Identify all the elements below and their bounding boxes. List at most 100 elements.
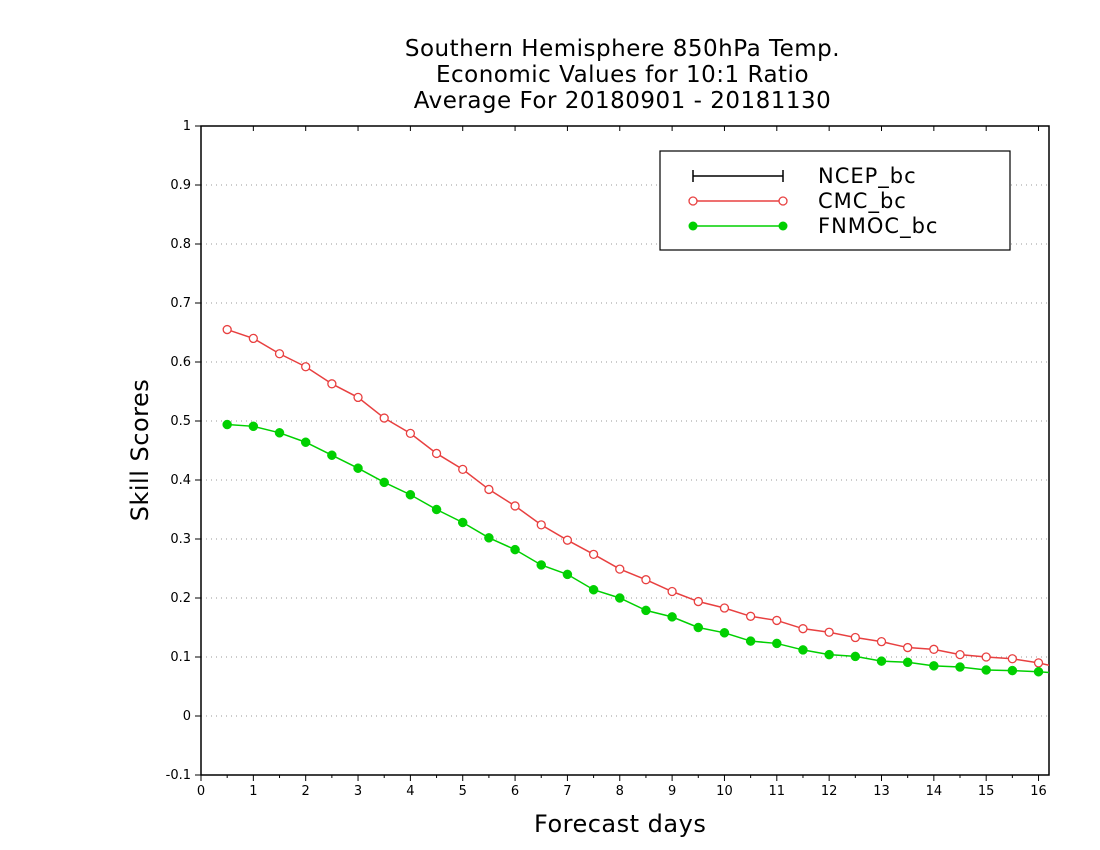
data-point	[405, 428, 416, 439]
x-tick-label: 8	[616, 784, 624, 799]
data-point	[876, 656, 887, 666]
y-tick-label: 0.9	[170, 178, 191, 193]
data-point	[562, 569, 573, 580]
data-point	[981, 665, 991, 675]
x-tick-label: 3	[354, 784, 362, 799]
data-point	[1033, 667, 1044, 677]
y-tick-label: 0.4	[170, 473, 191, 488]
x-tick-label: 0	[197, 784, 205, 799]
data-point	[536, 520, 546, 530]
y-tick-label: 0.2	[170, 591, 191, 606]
data-point	[850, 632, 860, 643]
plot-frame	[200, 125, 1050, 776]
data-point	[772, 638, 782, 649]
data-point	[902, 657, 913, 668]
legend-marker	[688, 196, 698, 206]
data-point	[615, 593, 625, 603]
x-tick-label: 7	[563, 784, 571, 799]
data-point	[745, 611, 756, 621]
grid-lines	[201, 184, 1049, 717]
y-axis-label: Skill Scores	[126, 378, 154, 522]
data-point	[615, 564, 625, 574]
data-point	[327, 450, 337, 460]
data-point	[667, 612, 677, 622]
data-point	[562, 535, 573, 545]
y-tick-label: 0.7	[170, 296, 191, 311]
data-point	[484, 533, 494, 543]
data-point	[431, 448, 442, 459]
data-point	[824, 627, 834, 637]
data-point	[536, 560, 546, 570]
data-point	[274, 428, 285, 438]
data-point	[353, 392, 363, 403]
data-point	[222, 419, 232, 430]
y-tick-label: -0.1	[166, 768, 191, 783]
data-point	[1007, 654, 1018, 664]
data-point	[1007, 665, 1018, 676]
x-tick-label: 12	[821, 784, 838, 799]
x-tick-label: 9	[668, 784, 676, 799]
series-CMC_bc	[222, 324, 1069, 673]
chart-title-line-3: Average For 20180901 - 20181130	[413, 88, 832, 114]
data-point	[772, 615, 782, 626]
series-line-CMC_bc	[226, 328, 1049, 667]
data-point	[798, 624, 808, 634]
data-point	[248, 421, 259, 432]
x-axis-label: Forecast days	[534, 810, 707, 838]
legend-marker	[778, 221, 788, 231]
legend-marker	[778, 196, 788, 206]
x-tick-label: 11	[769, 784, 786, 799]
x-tick-label: 5	[459, 784, 467, 799]
data-point	[641, 605, 651, 616]
data-point	[458, 464, 468, 475]
x-tick-label: 13	[873, 784, 890, 799]
data-point	[1060, 669, 1069, 678]
data-point	[510, 544, 520, 555]
data-point	[667, 586, 677, 597]
data-point	[379, 477, 389, 488]
data-point	[929, 644, 939, 654]
data-point	[929, 661, 939, 671]
x-tick-label: 1	[249, 784, 257, 799]
data-point	[850, 651, 861, 662]
series-layer	[222, 324, 1069, 678]
chart-title-line-1: Southern Hemisphere 850hPa Temp.	[404, 36, 841, 62]
y-tick-label: 0	[183, 709, 191, 724]
data-point	[248, 333, 258, 344]
data-point	[876, 637, 887, 647]
data-point	[798, 645, 808, 655]
data-point	[719, 603, 730, 613]
series-line-FNMOC_bc	[227, 423, 1049, 674]
data-point	[955, 649, 965, 660]
series-FNMOC_bc	[222, 419, 1069, 678]
data-point	[1033, 658, 1044, 668]
data-point	[693, 622, 704, 633]
y-tick-label: 0.8	[170, 237, 191, 252]
data-point	[641, 575, 651, 585]
data-point	[693, 596, 703, 607]
x-tick-label: 4	[406, 784, 414, 799]
data-point	[222, 324, 232, 335]
data-point	[588, 549, 599, 559]
legend-label-NCEP_bc: NCEP_bc	[818, 164, 917, 189]
y-tick-label: 0.3	[170, 532, 191, 547]
axis-ticks: -0.100.10.20.30.40.50.60.70.80.910 1 2 3 4 5 6…	[166, 119, 1047, 799]
x-tick-label: 14	[926, 784, 943, 799]
y-tick-label: 0.1	[170, 650, 191, 665]
legend-label-FNMOC_bc: FNMOC_bc	[818, 214, 938, 239]
data-point	[1061, 665, 1069, 673]
data-point	[300, 437, 311, 447]
data-point	[510, 501, 520, 511]
data-point	[405, 490, 416, 500]
data-point	[431, 504, 442, 515]
x-tick-label: 16	[1030, 784, 1047, 799]
x-tick-label: 10	[716, 784, 733, 799]
x-tick-label: 15	[978, 784, 995, 799]
legend-marker	[688, 221, 698, 231]
data-point	[301, 362, 311, 372]
y-tick-label: 0.5	[170, 414, 191, 429]
data-point	[903, 642, 913, 653]
data-point	[274, 349, 285, 359]
